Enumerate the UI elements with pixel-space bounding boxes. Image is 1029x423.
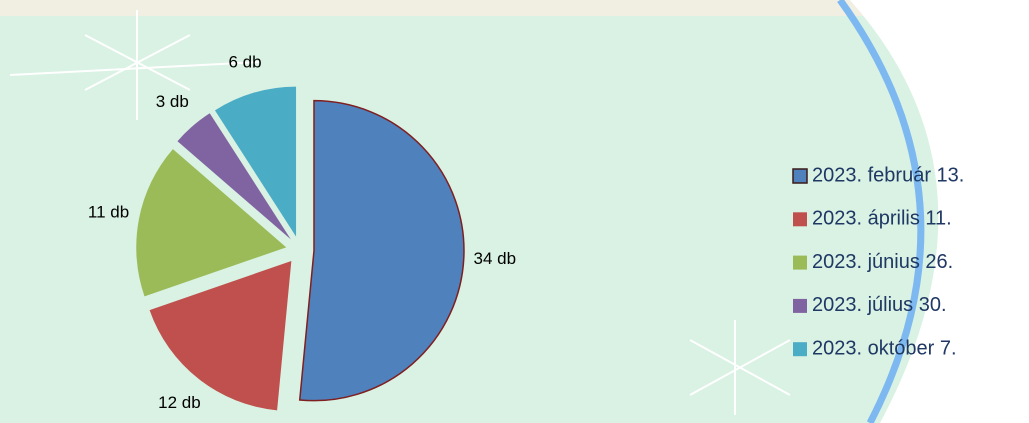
data-label: 11 db (88, 203, 129, 222)
legend-label: 2023. február 13. (812, 164, 964, 186)
data-label: 3 db (156, 92, 189, 111)
legend-label: 2023. október 7. (812, 337, 957, 359)
pie-slice (214, 86, 297, 237)
pie-slice (298, 99, 465, 402)
legend-swatch (793, 212, 807, 227)
decor-blue-arc (837, 0, 925, 423)
decor-white-arc (937, 0, 1029, 121)
decor-white (850, 0, 1029, 423)
legend-label: 2023. április 11. (812, 208, 952, 230)
pie: 34 db 12 db 11 db 3 db 6 db (88, 52, 516, 411)
pie-slice (136, 149, 287, 297)
legend: 2023. február 13. 2023. április 11. 2023. … (792, 164, 964, 359)
pie-slice (177, 113, 291, 240)
data-label: 12 db (158, 393, 201, 412)
legend-label: 2023. június 26. (812, 251, 953, 273)
legend-swatch (792, 168, 808, 184)
legend-label: 2023. július 30. (812, 294, 947, 316)
data-label: 34 db (474, 249, 517, 268)
pie-slice (149, 261, 292, 411)
data-label: 6 db (229, 52, 262, 71)
legend-swatch (793, 342, 807, 357)
legend-swatch (793, 255, 807, 270)
top-band (0, 0, 1029, 16)
legend-swatch (793, 298, 807, 313)
sparkle (9, 10, 791, 415)
